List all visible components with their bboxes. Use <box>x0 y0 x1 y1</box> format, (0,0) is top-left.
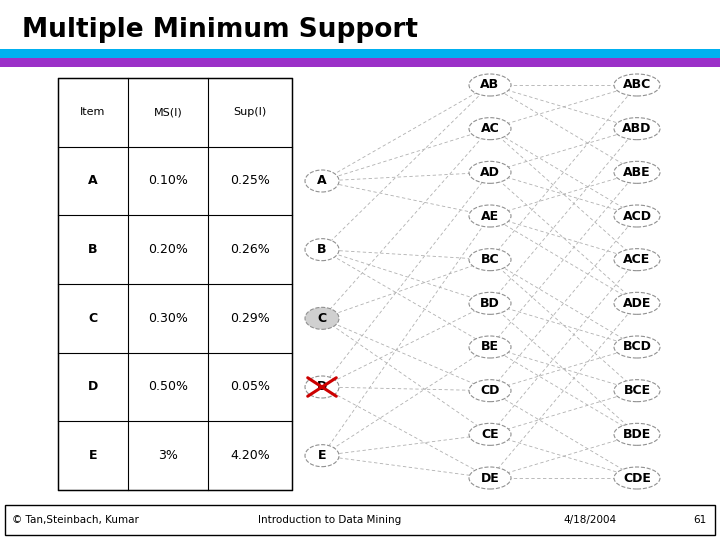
Text: BD: BD <box>480 297 500 310</box>
Text: E: E <box>318 449 326 462</box>
Text: DE: DE <box>481 471 500 484</box>
Text: BE: BE <box>481 341 499 354</box>
Ellipse shape <box>469 161 511 184</box>
Text: AB: AB <box>480 78 500 91</box>
Ellipse shape <box>469 467 511 489</box>
Ellipse shape <box>305 170 339 192</box>
Text: A: A <box>88 174 98 187</box>
Text: 4/18/2004: 4/18/2004 <box>564 515 616 525</box>
Text: ACD: ACD <box>623 210 652 222</box>
Text: MS(I): MS(I) <box>153 107 182 117</box>
Text: ACE: ACE <box>624 253 651 266</box>
Ellipse shape <box>305 239 339 261</box>
Ellipse shape <box>305 444 339 467</box>
Ellipse shape <box>469 205 511 227</box>
Text: 0.26%: 0.26% <box>230 243 270 256</box>
Text: A: A <box>318 174 327 187</box>
Ellipse shape <box>614 380 660 402</box>
Text: E: E <box>89 449 97 462</box>
Text: C: C <box>89 312 98 325</box>
Bar <box>0 58 720 67</box>
Ellipse shape <box>614 161 660 184</box>
Ellipse shape <box>614 248 660 271</box>
Text: BC: BC <box>481 253 499 266</box>
Text: 0.25%: 0.25% <box>230 174 270 187</box>
Ellipse shape <box>614 467 660 489</box>
Ellipse shape <box>614 292 660 314</box>
Text: CDE: CDE <box>623 471 651 484</box>
Text: ABD: ABD <box>622 122 652 135</box>
Text: AE: AE <box>481 210 499 222</box>
Text: BCD: BCD <box>623 341 652 354</box>
Text: 4.20%: 4.20% <box>230 449 270 462</box>
Text: ADE: ADE <box>623 297 651 310</box>
Ellipse shape <box>614 205 660 227</box>
Bar <box>58 78 292 490</box>
Ellipse shape <box>469 248 511 271</box>
Text: CD: CD <box>480 384 500 397</box>
Ellipse shape <box>614 336 660 358</box>
Text: 0.50%: 0.50% <box>148 381 188 394</box>
Text: B: B <box>318 243 327 256</box>
Ellipse shape <box>469 292 511 314</box>
Text: B: B <box>89 243 98 256</box>
Ellipse shape <box>305 307 339 329</box>
Text: 61: 61 <box>693 515 706 525</box>
Ellipse shape <box>469 380 511 402</box>
Ellipse shape <box>469 118 511 140</box>
Text: BCE: BCE <box>624 384 651 397</box>
Text: D: D <box>317 381 327 394</box>
Ellipse shape <box>469 336 511 358</box>
Text: Multiple Minimum Support: Multiple Minimum Support <box>22 17 418 43</box>
Text: 0.29%: 0.29% <box>230 312 270 325</box>
Text: C: C <box>318 312 327 325</box>
Text: 0.05%: 0.05% <box>230 381 270 394</box>
Ellipse shape <box>469 74 511 96</box>
Text: © Tan,Steinbach, Kumar: © Tan,Steinbach, Kumar <box>12 515 139 525</box>
Text: 0.20%: 0.20% <box>148 243 188 256</box>
Ellipse shape <box>305 376 339 398</box>
Text: AC: AC <box>481 122 500 135</box>
Text: D: D <box>88 381 98 394</box>
Ellipse shape <box>614 74 660 96</box>
Bar <box>0 49 720 58</box>
Text: CE: CE <box>481 428 499 441</box>
Text: Item: Item <box>81 107 106 117</box>
Text: 3%: 3% <box>158 449 178 462</box>
Text: 0.30%: 0.30% <box>148 312 188 325</box>
Text: AD: AD <box>480 166 500 179</box>
Text: BDE: BDE <box>623 428 651 441</box>
Text: Introduction to Data Mining: Introduction to Data Mining <box>258 515 402 525</box>
Ellipse shape <box>469 423 511 446</box>
Ellipse shape <box>614 423 660 446</box>
Text: ABC: ABC <box>623 78 651 91</box>
Ellipse shape <box>614 118 660 140</box>
Text: ABE: ABE <box>624 166 651 179</box>
Text: Sup(I): Sup(I) <box>233 107 266 117</box>
Bar <box>5 505 715 535</box>
Text: 0.10%: 0.10% <box>148 174 188 187</box>
